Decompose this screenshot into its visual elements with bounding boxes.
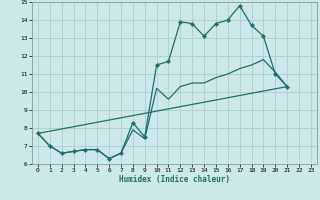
X-axis label: Humidex (Indice chaleur): Humidex (Indice chaleur) — [119, 175, 230, 184]
